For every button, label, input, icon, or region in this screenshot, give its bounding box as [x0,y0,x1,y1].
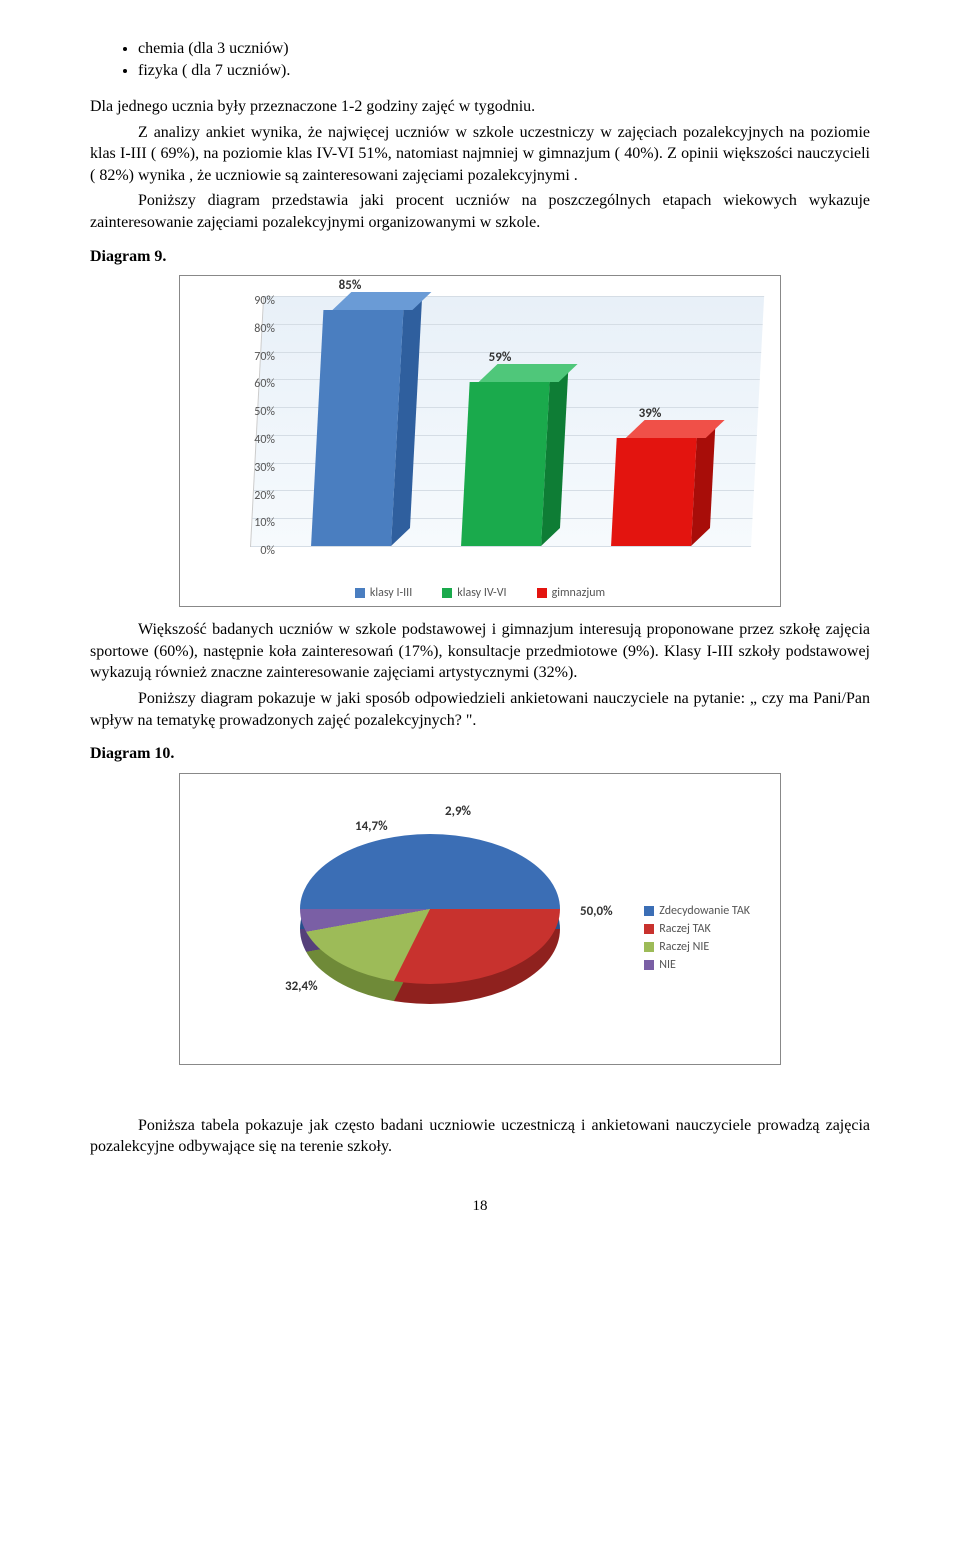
page-number: 18 [90,1198,870,1215]
bullet-item: fizyka ( dla 7 uczniów). [138,62,870,80]
legend-swatch [355,588,365,598]
y-tick-label: 90% [225,294,275,308]
y-tick-label: 10% [225,516,275,530]
bar [461,382,550,546]
gridline [251,546,751,547]
legend-swatch [537,588,547,598]
y-tick-label: 50% [225,405,275,419]
legend-item: gimnazjum [537,586,606,600]
legend-swatch [442,588,452,598]
legend-swatch [644,924,654,934]
paragraph: Poniższa tabela pokazuje jak często bada… [90,1115,870,1158]
gridline [264,296,764,297]
bar-value-label: 39% [610,406,690,421]
paragraph: Większość badanych uczniów w szkole pods… [90,619,870,684]
legend-label: Raczej NIE [659,940,709,954]
bar-value-label: 59% [460,350,540,365]
diagram-title: Diagram 9. [90,246,870,268]
legend-label: klasy I-III [370,586,412,600]
legend-label: klasy IV-VI [457,586,506,600]
pie-value-label: 2,9% [445,804,471,819]
paragraph: Poniższy diagram pokazuje w jaki sposób … [90,688,870,731]
legend-item: Raczej TAK [644,922,750,936]
y-tick-label: 80% [225,322,275,336]
y-tick-label: 0% [225,544,275,558]
pie-value-label: 14,7% [355,819,388,834]
bar [611,438,697,546]
bar-value-label: 85% [310,278,390,293]
y-tick-label: 20% [225,489,275,503]
bar-plot-area [250,296,764,547]
y-tick-label: 70% [225,350,275,364]
bar-chart: klasy I-III klasy IV-VI gimnazjum 90% 80% 70… [179,275,781,607]
legend-item: NIE [644,958,750,972]
paragraph: Poniższy diagram przedstawia jaki procen… [90,190,870,233]
pie-chart: 50,0% 32,4% 14,7% 2,9% Zdecydowanie TAK Racz… [179,773,781,1065]
legend-label: NIE [659,958,676,972]
bar [311,310,403,546]
legend-label: gimnazjum [552,586,606,600]
legend-item: Zdecydowanie TAK [644,904,750,918]
y-tick-label: 40% [225,433,275,447]
legend-label: Raczej TAK [659,922,710,936]
legend-swatch [644,942,654,952]
pie-value-label: 32,4% [285,979,318,994]
legend-item: klasy IV-VI [442,586,506,600]
legend-swatch [644,960,654,970]
diagram-title: Diagram 10. [90,743,870,765]
legend-swatch [644,906,654,916]
pie-legend: Zdecydowanie TAK Raczej TAK Raczej NIE NIE [644,904,750,976]
legend-item: Raczej NIE [644,940,750,954]
bullet-list: chemia (dla 3 uczniów) fizyka ( dla 7 uc… [90,40,870,80]
pie-top [300,834,560,984]
bar-legend: klasy I-III klasy IV-VI gimnazjum [180,586,780,600]
pie-wrap [300,834,560,994]
paragraph: Z analizy ankiet wynika, że najwięcej uc… [90,122,870,187]
bullet-item: chemia (dla 3 uczniów) [138,40,870,58]
pie-value-label: 50,0% [580,904,613,919]
y-tick-label: 30% [225,461,275,475]
y-tick-label: 60% [225,377,275,391]
paragraph: Dla jednego ucznia były przeznaczone 1-2… [90,96,870,118]
legend-label: Zdecydowanie TAK [659,904,750,918]
legend-item: klasy I-III [355,586,412,600]
